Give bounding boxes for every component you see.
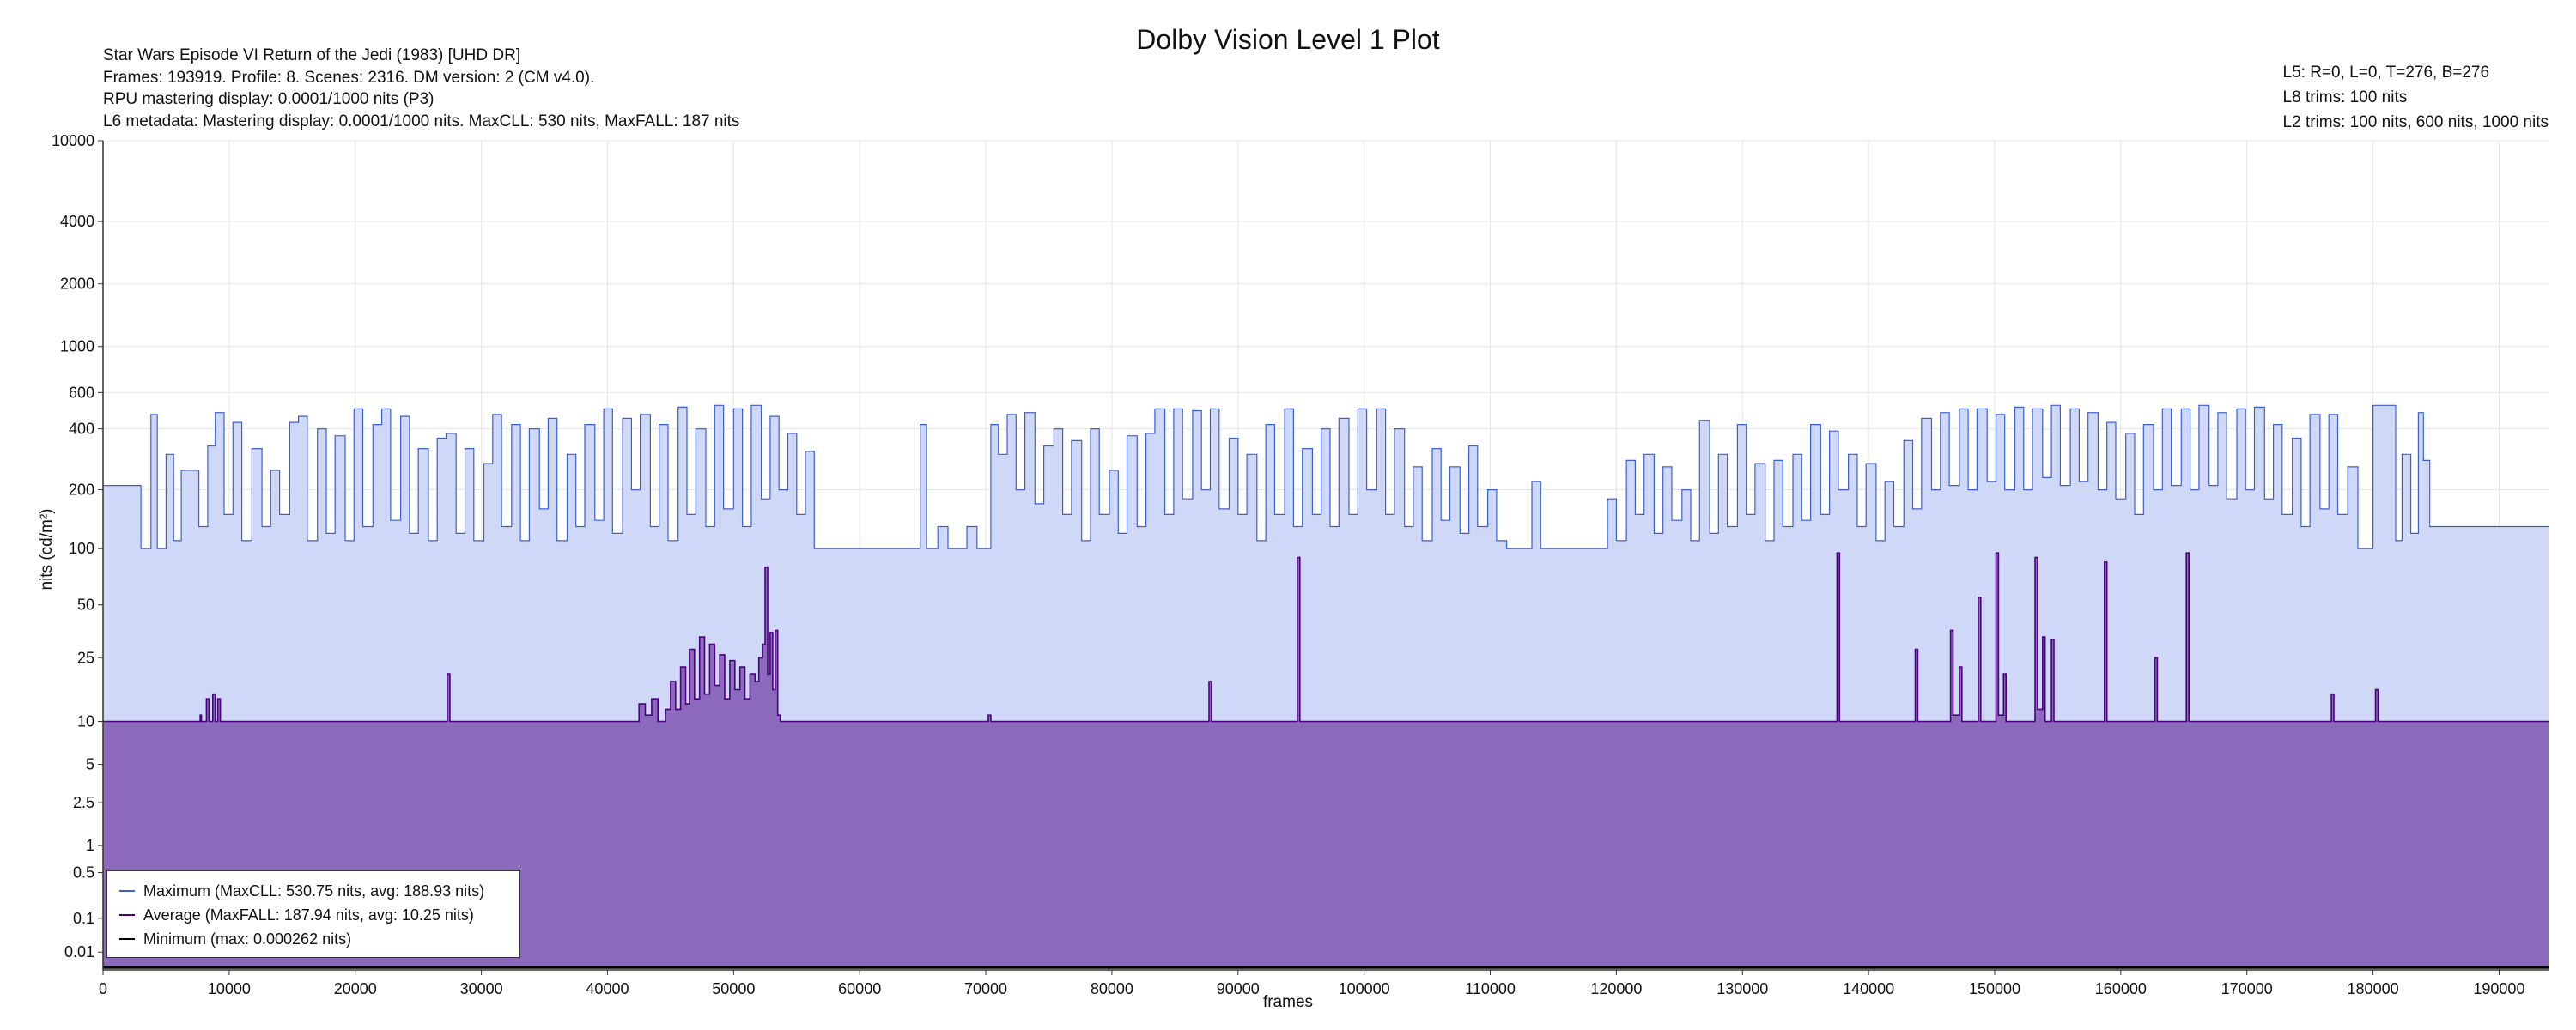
x-tick-label-0: 0: [99, 980, 107, 997]
y-tick-label-12: 600: [69, 384, 94, 401]
x-tick-label-15: 150000: [1969, 980, 2020, 997]
info-frames-line: Frames: 193919. Profile: 8. Scenes: 2316…: [103, 68, 595, 87]
y-tick-label-16: 10000: [52, 132, 94, 149]
info-block-left: Star Wars Episode VI Return of the Jedi …: [103, 45, 739, 132]
y-tick-label-8: 50: [77, 597, 94, 614]
legend-item-average: Average (MaxFALL: 187.94 nits, avg: 10.2…: [119, 906, 474, 924]
legend-label-average: Average (MaxFALL: 187.94 nits, avg: 10.2…: [143, 906, 474, 924]
y-axis-label: nits (cd/m²): [38, 508, 56, 591]
y-tick-label-1: 0.1: [73, 910, 94, 927]
y-tick-label-15: 4000: [60, 213, 94, 230]
x-tick-label-2: 20000: [334, 980, 377, 997]
x-tick-label-13: 130000: [1716, 980, 1768, 997]
x-tick-label-17: 170000: [2221, 980, 2273, 997]
x-tick-label-3: 30000: [460, 980, 503, 997]
y-tick-label-4: 2.5: [73, 794, 94, 811]
x-tick-label-5: 50000: [712, 980, 755, 997]
x-tick-label-7: 70000: [964, 980, 1007, 997]
legend-item-minimum: Minimum (max: 0.000262 nits): [119, 930, 351, 948]
y-tick-label-9: 100: [69, 540, 94, 557]
x-tick-label-6: 60000: [838, 980, 881, 997]
x-axis-label: frames: [1262, 993, 1314, 1011]
x-tick-label-16: 160000: [2095, 980, 2147, 997]
info-l6-line: L6 metadata: Mastering display: 0.0001/1…: [103, 112, 740, 130]
info-title-line: Star Wars Episode VI Return of the Jedi …: [103, 46, 521, 64]
x-tick-label-11: 110000: [1465, 980, 1516, 997]
legend: Maximum (MaxCLL: 530.75 nits, avg: 188.9…: [106, 870, 520, 958]
info-block-right: L5: R=0, L=0, T=276, B=276 L8 trims: 100…: [2283, 60, 2549, 135]
info-rpu-line: RPU mastering display: 0.0001/1000 nits …: [103, 90, 434, 108]
x-tick-label-18: 180000: [2348, 980, 2399, 997]
info-l2-line: L2 trims: 100 nits, 600 nits, 1000 nits: [2282, 113, 2549, 131]
y-tick-label-5: 5: [86, 756, 94, 773]
x-tick-label-12: 120000: [1590, 980, 1642, 997]
legend-swatch-maximum: [119, 890, 135, 892]
y-tick-label-0: 0.01: [64, 943, 94, 960]
chart-title: Dolby Vision Level 1 Plot: [1136, 24, 1440, 55]
x-tick-label-10: 100000: [1339, 980, 1390, 997]
legend-swatch-minimum: [119, 938, 135, 940]
y-tick-label-11: 400: [69, 421, 94, 438]
x-tick-label-8: 80000: [1091, 980, 1133, 997]
y-tick-label-13: 1000: [60, 338, 94, 355]
series-maximum-line: [103, 404, 2549, 549]
x-tick-label-19: 190000: [2473, 980, 2524, 997]
series-average-line: [103, 552, 2549, 723]
legend-item-maximum: Maximum (MaxCLL: 530.75 nits, avg: 188.9…: [119, 882, 484, 900]
x-tick-label-1: 10000: [208, 980, 251, 997]
y-tick-label-3: 1: [86, 837, 94, 854]
y-tick-label-7: 25: [77, 649, 94, 666]
x-tick-label-4: 40000: [586, 980, 629, 997]
y-tick-label-14: 2000: [60, 276, 94, 293]
info-l5-line: L5: R=0, L=0, T=276, B=276: [2282, 64, 2490, 82]
y-tick-label-2: 0.5: [73, 864, 94, 882]
legend-label-minimum: Minimum (max: 0.000262 nits): [143, 930, 352, 948]
y-tick-label-6: 10: [77, 712, 94, 730]
x-tick-label-9: 90000: [1217, 980, 1260, 997]
legend-swatch-average: [119, 914, 135, 916]
info-l8-line: L8 trims: 100 nits: [2282, 88, 2408, 106]
y-tick-label-10: 200: [69, 482, 94, 499]
x-tick-label-14: 140000: [1843, 980, 1894, 997]
legend-label-maximum: Maximum (MaxCLL: 530.75 nits, avg: 188.9…: [143, 882, 485, 900]
